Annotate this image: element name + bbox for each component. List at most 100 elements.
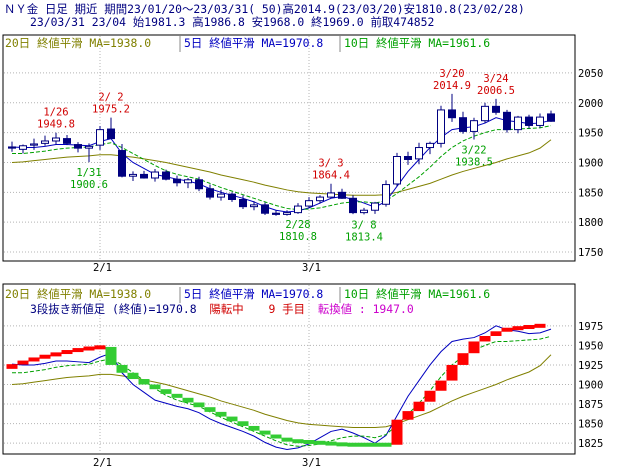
candle-body (63, 138, 71, 144)
new-price-brick (116, 364, 128, 373)
new-price-brick (39, 354, 51, 359)
new-price-brick (193, 402, 205, 408)
lower-y-tick-label: 1850 (578, 419, 603, 431)
legend-ma5: 5日 終値平滑 MA=1970.8 (184, 36, 323, 50)
annotation-date: 2/28 (285, 219, 310, 231)
lower-y-tick-label: 1950 (578, 340, 603, 352)
new-price-brick (182, 397, 194, 403)
annotation-date: 3/22 (461, 144, 486, 156)
annotation-date: 1/26 (43, 107, 68, 119)
annotation-date: 3/ 3 (318, 158, 343, 170)
new-price-brick (105, 346, 117, 365)
candle-body (206, 188, 214, 198)
lower-x-tick-label: 2/1 (93, 457, 112, 469)
new-price-brick (490, 331, 502, 336)
upper-y-tick-label: 1800 (578, 217, 603, 229)
new-price-brick (149, 384, 161, 390)
upper-y-tick-label: 1850 (578, 187, 603, 199)
new-price-brick (226, 416, 238, 422)
candle-body (173, 178, 181, 184)
candle-body (393, 156, 401, 185)
new-price-brick (160, 389, 172, 394)
new-price-brick (281, 437, 293, 442)
candle-body (96, 129, 104, 146)
upper-y-tick-label: 1950 (578, 128, 603, 140)
candle-body (371, 202, 379, 211)
candle-body (294, 205, 302, 214)
lower-new-price-panel: 1825 1850 1875 1900 1925 1950 1975 2/1 3/1 20日 … (2, 283, 603, 469)
annotation-value: 2014.9 (433, 80, 471, 92)
candle-body (217, 193, 225, 198)
annotation-date: 1/31 (76, 167, 101, 179)
annotation-value: 1810.8 (279, 231, 317, 243)
new-price-brick (314, 440, 326, 445)
new-price-brick (61, 350, 73, 355)
lower-y-tick-label: 1975 (578, 321, 603, 333)
candle-body (118, 150, 126, 177)
candle-body (52, 137, 60, 142)
lower-legend-ma10: 10日 終値平滑 MA=1961.6 (344, 287, 490, 301)
new-price-brick (347, 442, 359, 447)
upper-price-panel: 1750 1800 1850 1900 1950 2000 2050 2/1 3/1 1/26… (2, 34, 603, 274)
new-price-brick (303, 440, 315, 445)
candle-body (272, 212, 280, 215)
annotation-value: 1938.5 (455, 156, 493, 168)
candle-body (415, 147, 423, 160)
upper-candles (8, 93, 555, 216)
chart-price-summary: 23/03/31 23/04 始1981.3 高1986.8 安1968.0 終… (30, 15, 434, 29)
candle-body (140, 173, 148, 179)
candle-body (151, 171, 159, 179)
upper-x-tick-label: 3/1 (302, 262, 321, 274)
upper-ma-line (11, 139, 552, 196)
new-price-brick (391, 419, 403, 445)
new-price-brick (358, 442, 370, 447)
candle-body (547, 113, 555, 122)
new-price-brick (50, 352, 62, 357)
new-price-brick (127, 372, 139, 380)
candle-body (129, 173, 137, 177)
lower-y-tick-label: 1925 (578, 360, 603, 372)
candle-body (305, 200, 313, 207)
candle-body (492, 105, 500, 113)
candle-body (41, 140, 49, 144)
new-price-brick (446, 364, 458, 381)
candle-body (503, 111, 511, 131)
upper-y-tick-label: 1900 (578, 157, 603, 169)
candle-body (283, 212, 291, 215)
lower-y-tick-label: 1900 (578, 380, 603, 392)
lower-info-step: 9 手目 (268, 302, 305, 316)
upper-grid (4, 36, 574, 260)
candle-body (349, 197, 357, 214)
new-price-brick (402, 411, 414, 420)
new-price-brick (72, 348, 84, 353)
new-price-brick (17, 360, 29, 365)
new-price-brick (138, 379, 150, 385)
candle-body (250, 204, 258, 208)
new-price-brick (94, 345, 106, 350)
chart-title: ＮＹ金 日足 期近 期間23/01/20～23/03/31( 50)高2014.… (4, 2, 525, 16)
lower-y-tick-label: 1875 (578, 399, 603, 411)
upper-x-tick-label: 2/1 (93, 262, 112, 274)
lower-x-axis: 2/1 3/1 (93, 457, 321, 469)
candle-body (536, 116, 544, 126)
new-price-brick (534, 323, 546, 328)
candle-body (162, 171, 170, 180)
upper-plot-frame (2, 34, 576, 262)
candle-body (316, 196, 324, 202)
lower-info-indicator: 3段抜き新値足 (終値)=1970.8 (30, 302, 197, 316)
annotation-date: 2/ 2 (98, 92, 123, 104)
new-price-brick (325, 441, 337, 446)
candle-body (239, 198, 247, 208)
lower-legend-ma20: 20日 終値平滑 MA=1938.0 (5, 287, 151, 301)
candle-body (404, 156, 412, 160)
lower-ma-line (11, 354, 552, 429)
candle-body (525, 116, 533, 126)
lower-info-line: 3段抜き新値足 (終値)=1970.8 陽転中 9 手目 転換値 : 1947.… (30, 302, 414, 316)
new-price-brick (336, 442, 348, 447)
new-price-brick (435, 380, 447, 391)
annotation-value: 1900.6 (70, 179, 108, 191)
new-price-brick (204, 407, 216, 412)
lower-info-status: 陽転中 (209, 302, 243, 316)
annotation-value: 1975.2 (92, 104, 130, 116)
lower-y-tick-label: 1825 (578, 438, 603, 450)
